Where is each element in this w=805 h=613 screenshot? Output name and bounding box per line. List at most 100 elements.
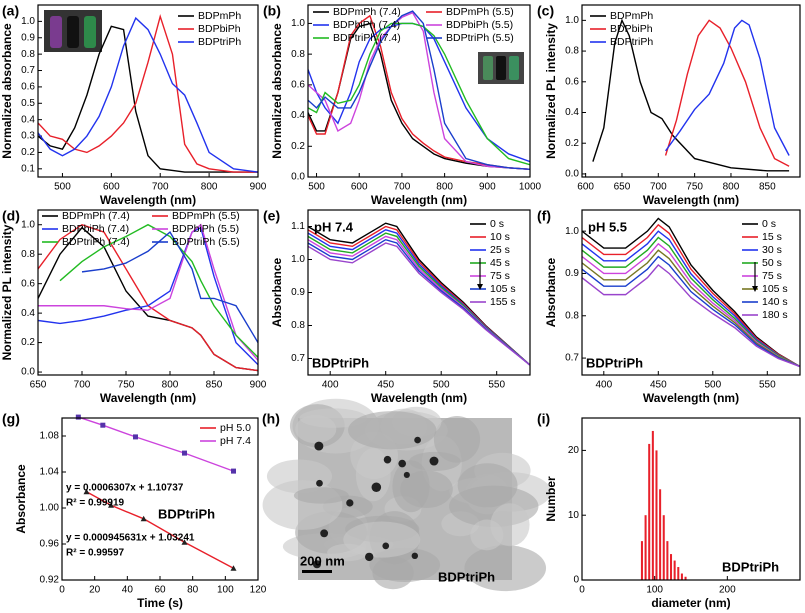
y-axis-label: Normalized absorbance bbox=[0, 23, 14, 159]
series-line bbox=[59, 223, 258, 358]
y-tick-label: 0.0 bbox=[21, 367, 35, 378]
point bbox=[83, 488, 90, 495]
legend-label: 0 s bbox=[490, 218, 504, 230]
annotation: pH 7.4 bbox=[314, 219, 354, 234]
bar bbox=[648, 443, 651, 580]
point bbox=[181, 539, 188, 545]
x-tick-label: 900 bbox=[250, 182, 267, 193]
y-tick-label: 0.8 bbox=[291, 49, 305, 60]
point bbox=[100, 422, 106, 428]
panel: (f) 400 450 500 550 0.7 0.8 0.9 1.0 Wavelength (n… bbox=[537, 208, 801, 405]
y-tick-label: 0.4 bbox=[21, 308, 35, 319]
series-line bbox=[308, 22, 530, 163]
x-tick-label: 500 bbox=[308, 182, 325, 193]
x-tick-label: 750 bbox=[686, 182, 703, 193]
x-tick-label: 400 bbox=[595, 380, 612, 391]
bar bbox=[640, 541, 643, 580]
annotation: R² = 0.99919 bbox=[66, 498, 125, 509]
legend-label: BDPmPh (5.5) bbox=[446, 6, 514, 18]
x-tick-label: 900 bbox=[250, 380, 267, 391]
series-line bbox=[38, 226, 258, 372]
y-tick-label: 0.9 bbox=[565, 268, 579, 279]
x-axis-label: Wavelength (nm) bbox=[100, 391, 196, 405]
texture bbox=[490, 503, 530, 547]
particle bbox=[411, 552, 419, 560]
plot-frame bbox=[581, 209, 801, 376]
legend-label: 140 s bbox=[762, 296, 788, 308]
y-tick-label: 0.8 bbox=[21, 49, 35, 60]
y-tick-label: 1.08 bbox=[40, 431, 60, 442]
legend-label: pH 7.4 bbox=[220, 435, 251, 447]
panel: (g) 0 20 40 60 80 100 120 0.92 0.96 1.00 1.04 1.08 Ti… bbox=[2, 411, 267, 610]
plot-frame bbox=[37, 209, 259, 376]
legend-label: BDPbiPh (5.5) bbox=[172, 223, 239, 235]
legend-label: 155 s bbox=[490, 296, 516, 308]
legend-label: BDPbiPh (7.4) bbox=[62, 223, 129, 235]
x-tick-label: 20 bbox=[89, 585, 101, 596]
x-tick-label: 900 bbox=[479, 182, 496, 193]
legend-label: BDPtriPh (7.4) bbox=[333, 32, 401, 44]
vial bbox=[67, 16, 79, 48]
y-tick-label: 1.0 bbox=[21, 219, 35, 230]
x-tick-label: 0 bbox=[59, 585, 65, 596]
x-tick-label: 850 bbox=[206, 380, 223, 391]
series-line bbox=[582, 249, 800, 368]
series-line bbox=[665, 19, 790, 156]
series-line bbox=[582, 217, 800, 368]
texture bbox=[433, 416, 481, 463]
x-axis-label: Wavelength (nm) bbox=[371, 391, 467, 405]
legend-label: pH 5.0 bbox=[220, 422, 251, 434]
annotation: BDPtriPh bbox=[158, 506, 215, 521]
particle bbox=[383, 455, 392, 464]
scale-bar bbox=[302, 570, 332, 573]
y-tick-label: 0.8 bbox=[21, 249, 35, 260]
x-axis-label: Wavelength (nm) bbox=[643, 193, 739, 207]
legend-label: BDPtriPh (5.5) bbox=[446, 32, 514, 44]
y-tick-label: 0 bbox=[573, 575, 579, 586]
texture bbox=[464, 545, 547, 592]
x-axis-label: diameter (nm) bbox=[651, 596, 730, 610]
x-tick-label: 800 bbox=[201, 182, 218, 193]
particle bbox=[320, 529, 329, 538]
legend-label: 105 s bbox=[762, 283, 788, 295]
legend-label: BDPmPh bbox=[610, 10, 653, 22]
panel: (a) 500 600 700 800 900 0.1 0.2 0.3 0.4 0.5 0.6 0.7 0… bbox=[0, 3, 267, 207]
panel-label: (b) bbox=[263, 3, 281, 19]
annotation: y = 0.000945631x + 1.03241 bbox=[66, 533, 195, 544]
bar bbox=[684, 576, 687, 580]
particle bbox=[364, 552, 374, 562]
y-tick-label: 0.2 bbox=[21, 147, 35, 158]
particle bbox=[429, 456, 439, 466]
series-line bbox=[308, 242, 530, 366]
x-tick-label: 500 bbox=[704, 380, 721, 391]
plot-frame bbox=[61, 417, 259, 581]
y-axis-label: Number bbox=[544, 476, 558, 522]
annotation: R² = 0.99597 bbox=[66, 548, 125, 559]
y-tick-label: 0.4 bbox=[565, 107, 579, 118]
particle bbox=[316, 479, 323, 487]
y-tick-label: 0.6 bbox=[565, 76, 579, 87]
plot-frame bbox=[581, 4, 801, 178]
particle bbox=[371, 482, 382, 493]
series-line bbox=[582, 236, 800, 368]
panel-label: (e) bbox=[263, 208, 280, 224]
series-line bbox=[582, 255, 800, 368]
panel: (h) 200 nm BDPtriPh bbox=[262, 398, 552, 592]
bar bbox=[662, 515, 665, 580]
legend-label: BDPmPh bbox=[198, 10, 241, 22]
y-tick-label: 0.4 bbox=[21, 114, 35, 125]
legend-label: BDPbiPh (7.4) bbox=[333, 19, 400, 31]
point bbox=[108, 502, 114, 508]
series-line bbox=[38, 223, 258, 361]
series-line bbox=[38, 226, 258, 366]
texture bbox=[293, 487, 349, 504]
y-tick-label: 1.0 bbox=[21, 16, 35, 27]
legend-label: BDPbiPh bbox=[198, 23, 241, 35]
y-tick-label: 0.2 bbox=[565, 138, 579, 149]
legend-label: BDPtriPh (5.5) bbox=[172, 236, 240, 248]
panel: (d) 650 700 750 800 850 900 0.0 0.2 0.4 0.6 0.8 1.0 W… bbox=[0, 208, 267, 405]
texture bbox=[343, 521, 421, 558]
legend-label: 50 s bbox=[762, 257, 782, 269]
y-tick-label: 10 bbox=[568, 510, 580, 521]
y-axis-label: Normalized PL intensity bbox=[0, 224, 14, 360]
